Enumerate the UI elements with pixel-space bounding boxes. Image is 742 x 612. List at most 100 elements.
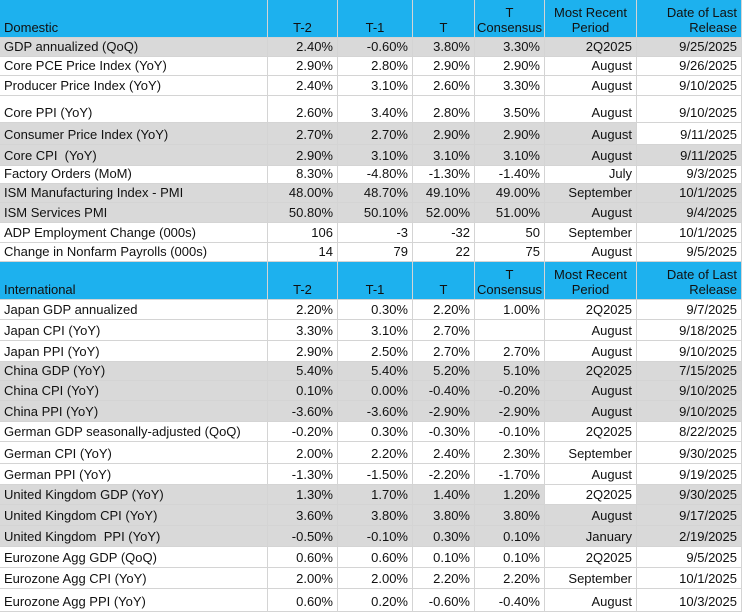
value-cell: 3.80% [338, 505, 413, 526]
value-cell: 10/1/2025 [637, 223, 742, 243]
value-cell: 0.10% [475, 547, 545, 568]
value-cell: -2.20% [413, 464, 475, 485]
value-cell: 2.00% [268, 568, 338, 589]
value-cell: 2.20% [413, 568, 475, 589]
value-cell: 1.30% [268, 485, 338, 505]
row-label: China GDP (YoY) [0, 362, 268, 381]
value-cell: 9/10/2025 [637, 381, 742, 401]
value-cell: -2.90% [413, 401, 475, 422]
value-cell: 0.30% [338, 422, 413, 442]
value-cell: 2.70% [413, 341, 475, 362]
value-cell: 2Q2025 [545, 485, 637, 505]
value-cell: 9/30/2025 [637, 485, 742, 505]
column-header: T Consensus [475, 0, 545, 38]
value-cell: 9/10/2025 [637, 401, 742, 422]
value-cell: 3.10% [338, 145, 413, 166]
value-cell: 1.40% [413, 485, 475, 505]
value-cell: 22 [413, 243, 475, 262]
value-cell: 0.30% [338, 300, 413, 320]
value-cell: 2.70% [475, 341, 545, 362]
value-cell: 2.90% [413, 57, 475, 76]
column-header: T Consensus [475, 262, 545, 300]
value-cell: 2.60% [413, 76, 475, 96]
value-cell: August [545, 57, 637, 76]
value-cell: 1.70% [338, 485, 413, 505]
row-label: Japan PPI (YoY) [0, 341, 268, 362]
value-cell: 2.00% [338, 568, 413, 589]
row-label: German CPI (YoY) [0, 442, 268, 464]
value-cell: -0.10% [338, 526, 413, 547]
value-cell: 10/1/2025 [637, 184, 742, 203]
value-cell: 2.90% [475, 57, 545, 76]
row-label: ISM Manufacturing Index - PMI [0, 184, 268, 203]
section-title: International [0, 262, 268, 300]
row-label: United Kingdom GDP (YoY) [0, 485, 268, 505]
value-cell: 3.80% [413, 505, 475, 526]
row-label: China CPI (YoY) [0, 381, 268, 401]
value-cell: 1.20% [475, 485, 545, 505]
value-cell: 9/4/2025 [637, 203, 742, 223]
value-cell: July [545, 166, 637, 184]
value-cell: -0.60% [413, 589, 475, 612]
value-cell: 75 [475, 243, 545, 262]
value-cell: 2.50% [338, 341, 413, 362]
value-cell: 5.20% [413, 362, 475, 381]
value-cell: 0.60% [268, 547, 338, 568]
value-cell: 3.80% [475, 505, 545, 526]
value-cell: September [545, 442, 637, 464]
value-cell: 0.10% [413, 547, 475, 568]
row-label: Japan CPI (YoY) [0, 320, 268, 341]
value-cell: -3.60% [268, 401, 338, 422]
value-cell: -4.80% [338, 166, 413, 184]
value-cell: 51.00% [475, 203, 545, 223]
value-cell: January [545, 526, 637, 547]
row-label: German PPI (YoY) [0, 464, 268, 485]
value-cell: 0.00% [338, 381, 413, 401]
value-cell: 2.80% [413, 96, 475, 123]
value-cell: September [545, 223, 637, 243]
column-header: T [413, 0, 475, 38]
value-cell: August [545, 341, 637, 362]
value-cell: -2.90% [475, 401, 545, 422]
row-label: China PPI (YoY) [0, 401, 268, 422]
value-cell: -0.50% [268, 526, 338, 547]
row-label: Eurozone Agg PPI (YoY) [0, 589, 268, 612]
column-header: Date of Last Release [637, 0, 742, 38]
value-cell: 9/10/2025 [637, 76, 742, 96]
value-cell: 3.10% [338, 320, 413, 341]
row-label: Eurozone Agg GDP (QoQ) [0, 547, 268, 568]
value-cell: 2.90% [413, 123, 475, 145]
row-label: United Kingdom PPI (YoY) [0, 526, 268, 547]
value-cell: 9/10/2025 [637, 96, 742, 123]
value-cell: 10/1/2025 [637, 568, 742, 589]
column-header: T-2 [268, 262, 338, 300]
value-cell: 2Q2025 [545, 422, 637, 442]
value-cell: 10/3/2025 [637, 589, 742, 612]
value-cell: 2.90% [475, 123, 545, 145]
row-label: Consumer Price Index (YoY) [0, 123, 268, 145]
column-header: T-1 [338, 0, 413, 38]
row-label: Core PCE Price Index (YoY) [0, 57, 268, 76]
value-cell: 9/30/2025 [637, 442, 742, 464]
value-cell: September [545, 184, 637, 203]
value-cell: 2Q2025 [545, 38, 637, 57]
value-cell: 2.20% [268, 300, 338, 320]
value-cell: 0.20% [338, 589, 413, 612]
value-cell: 2.40% [268, 38, 338, 57]
column-header: Most Recent Period [545, 262, 637, 300]
value-cell: 1.00% [475, 300, 545, 320]
value-cell: 49.00% [475, 184, 545, 203]
value-cell: 3.50% [475, 96, 545, 123]
value-cell: 0.10% [475, 526, 545, 547]
value-cell: -1.40% [475, 166, 545, 184]
value-cell: -3.60% [338, 401, 413, 422]
value-cell: -0.60% [338, 38, 413, 57]
value-cell: 2Q2025 [545, 362, 637, 381]
row-label: ISM Services PMI [0, 203, 268, 223]
value-cell: 9/5/2025 [637, 243, 742, 262]
row-label: GDP annualized (QoQ) [0, 38, 268, 57]
column-header: T-1 [338, 262, 413, 300]
value-cell: 9/25/2025 [637, 38, 742, 57]
value-cell: 2.70% [268, 123, 338, 145]
